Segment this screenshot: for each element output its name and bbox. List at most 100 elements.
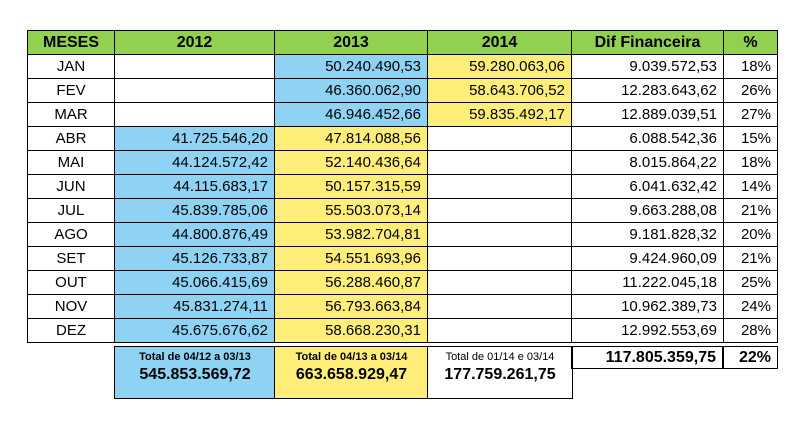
table-row: SET 45.126.733,87 54.551.693,96 9.424.96… [27,246,778,271]
header-dif-financeira: Dif Financeira [571,30,724,55]
month-cell: DEZ [27,318,115,343]
value-2012-cell: 44.115.683,17 [114,174,275,199]
dif-cell: 9.181.828,32 [571,222,724,247]
total-2012-value: 545.853.569,72 [139,366,251,383]
table-row: AGO 44.800.876,49 53.982.704,81 9.181.82… [27,222,778,247]
value-2012-cell: 41.725.546,20 [114,126,275,151]
month-cell: JAN [27,54,115,79]
value-2014-cell [427,150,572,175]
table-row: JUL 45.839.785,06 55.503.073,14 9.663.28… [27,198,778,223]
total-2013-label: Total de 04/13 a 03/14 [295,351,408,363]
total-2014-label: Total de 01/14 e 03/14 [445,351,555,363]
header-2014: 2014 [427,30,572,55]
table-row: JUN 44.115.683,17 50.157.315,59 6.041.63… [27,174,778,199]
pct-cell: 18% [723,54,778,79]
dif-total-cell: 117.805.359,75 [571,346,723,369]
value-2013-cell: 58.668.230,31 [274,318,428,343]
dif-cell: 6.088.542,36 [571,126,724,151]
value-2012-cell: 45.839.785,06 [114,198,275,223]
value-2014-cell [427,318,572,343]
pct-cell: 14% [723,174,778,199]
value-2013-cell: 54.551.693,96 [274,246,428,271]
pct-cell: 21% [723,246,778,271]
total-2013-value: 663.658.929,47 [295,366,408,383]
header-meses: MESES [27,30,115,55]
dif-cell: 12.283.643,62 [571,78,724,103]
dif-cell: 12.889.039,51 [571,102,724,127]
value-2014-cell [427,246,572,271]
pct-cell: 27% [723,102,778,127]
value-2014-cell [427,174,572,199]
dif-cell: 9.424.960,09 [571,246,724,271]
value-2013-cell: 55.503.073,14 [274,198,428,223]
total-2012-label: Total de 04/12 a 03/13 [139,351,251,363]
value-2013-cell: 46.360.062,90 [274,78,428,103]
value-2012-cell: 45.831.274,11 [114,294,275,319]
dif-cell: 9.663.288,08 [571,198,724,223]
value-2013-cell: 50.157.315,59 [274,174,428,199]
pct-cell: 26% [723,78,778,103]
value-2014-cell [427,294,572,319]
month-cell: OUT [27,270,115,295]
value-2012-cell [114,78,275,103]
table-row: MAR 46.946.452,66 59.835.492,17 12.889.0… [27,102,778,127]
table-row: FEV 46.360.062,90 58.643.706,52 12.283.6… [27,78,778,103]
pct-cell: 18% [723,150,778,175]
value-2012-cell: 44.124.572,42 [114,150,275,175]
value-2013-cell: 47.814.088,56 [274,126,428,151]
month-cell: SET [27,246,115,271]
value-2014-cell: 59.280.063,06 [427,54,572,79]
dif-cell: 9.039.572,53 [571,54,724,79]
table-row: OUT 45.066.415,69 56.288.460,87 11.222.0… [27,270,778,295]
value-2014-cell [427,198,572,223]
pct-total-cell: 22% [723,346,778,369]
value-2013-cell: 46.946.452,66 [274,102,428,127]
header-2012: 2012 [114,30,275,55]
value-2014-cell [427,222,572,247]
value-2013-cell: 56.288.460,87 [274,270,428,295]
dif-cell: 6.041.632,42 [571,174,724,199]
table-row: MAI 44.124.572,42 52.140.436,64 8.015.86… [27,150,778,175]
month-cell: JUL [27,198,115,223]
value-2014-cell [427,126,572,151]
total-2014-value: 177.759.261,75 [444,366,556,383]
financial-table: MESES 2012 2013 2014 Dif Financeira % JA… [27,30,778,343]
value-2014-cell: 58.643.706,52 [427,78,572,103]
value-2012-cell: 45.675.676,62 [114,318,275,343]
pct-cell: 15% [723,126,778,151]
pct-cell: 25% [723,270,778,295]
value-2014-cell [427,270,572,295]
month-cell: MAR [27,102,115,127]
table-row: ABR 41.725.546,20 47.814.088,56 6.088.54… [27,126,778,151]
value-2012-cell [114,102,275,127]
header-row: MESES 2012 2013 2014 Dif Financeira % [27,30,778,55]
value-2013-cell: 50.240.490,53 [274,54,428,79]
value-2013-cell: 56.793.663,84 [274,294,428,319]
table-row: DEZ 45.675.676,62 58.668.230,31 12.992.5… [27,318,778,343]
pct-cell: 21% [723,198,778,223]
value-2013-cell: 53.982.704,81 [274,222,428,247]
month-cell: JUN [27,174,115,199]
month-cell: MAI [27,150,115,175]
dif-cell: 10.962.389,73 [571,294,724,319]
pct-cell: 28% [723,318,778,343]
pct-cell: 20% [723,222,778,247]
month-cell: ABR [27,126,115,151]
value-2012-cell: 45.126.733,87 [114,246,275,271]
month-cell: AGO [27,222,115,247]
value-2012-cell: 45.066.415,69 [114,270,275,295]
value-2012-cell [114,54,275,79]
total-2013-box: Total de 04/13 a 03/14 663.658.929,47 [274,346,429,399]
table-row: NOV 45.831.274,11 56.793.663,84 10.962.3… [27,294,778,319]
dif-cell: 8.015.864,22 [571,150,724,175]
header-2013: 2013 [274,30,428,55]
month-cell: FEV [27,78,115,103]
value-2012-cell: 44.800.876,49 [114,222,275,247]
value-2014-cell: 59.835.492,17 [427,102,572,127]
dif-cell: 11.222.045,18 [571,270,724,295]
total-2012-box: Total de 04/12 a 03/13 545.853.569,72 [114,346,276,399]
table-row: JAN 50.240.490,53 59.280.063,06 9.039.57… [27,54,778,79]
pct-cell: 24% [723,294,778,319]
month-cell: NOV [27,294,115,319]
header-pct: % [723,30,778,55]
